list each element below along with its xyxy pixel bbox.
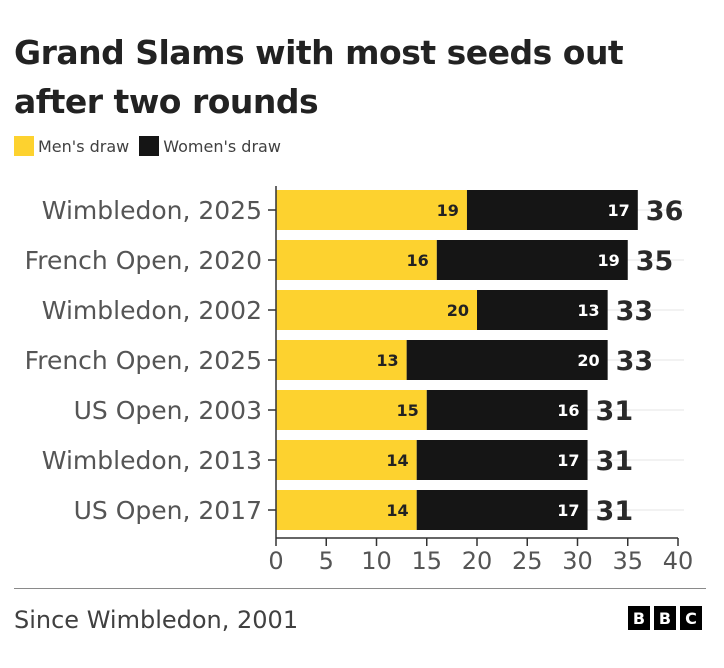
bar-value-women: 13 [577,301,599,320]
legend-swatch-women [139,136,160,156]
legend: Men's draw Women's draw [14,136,291,156]
bar-value-men: 20 [447,301,469,320]
legend-label-women: Women's draw [163,136,281,156]
bbc-logo: B B C [628,606,702,630]
total-label: 33 [616,296,654,327]
x-tick-label: 15 [411,547,442,575]
bar-value-men: 14 [386,451,408,470]
total-label: 31 [596,396,634,427]
category-label: US Open, 2017 [74,496,262,525]
bar-value-women: 17 [557,501,579,520]
category-label: Wimbledon, 2013 [42,446,262,475]
bar-men [276,190,467,230]
bar-women [436,240,628,280]
bar-value-women: 17 [608,201,630,220]
bar-value-women: 16 [557,401,579,420]
bar-women [406,340,608,380]
category-label: French Open, 2025 [25,346,262,375]
bar-men [276,340,407,380]
bar-men [276,290,477,330]
bar-women [477,290,608,330]
total-label: 33 [616,346,654,377]
total-label: 35 [636,246,674,277]
x-tick-label: 25 [512,547,543,575]
bar-value-men: 14 [386,501,408,520]
category-label: French Open, 2020 [25,246,262,275]
bar-value-men: 19 [437,201,459,220]
x-tick-label: 30 [562,547,593,575]
legend-item-women: Women's draw [139,136,281,156]
bbc-logo-letter: C [680,606,702,630]
bar-chart: Wimbledon, 2025 French Open, 2020 Wimbledo… [25,186,694,575]
bar-men [276,490,417,530]
footer-divider [14,588,706,589]
total-label: 31 [596,496,634,527]
bbc-logo-letter: B [654,606,676,630]
total-label: 31 [596,446,634,477]
category-label: US Open, 2003 [74,396,262,425]
bar-value-men: 15 [396,401,418,420]
total-label: 36 [646,196,684,227]
x-tick-label: 5 [319,547,334,575]
bar-value-men: 13 [376,351,398,370]
source-note: Since Wimbledon, 2001 [14,606,299,634]
category-label: Wimbledon, 2002 [42,296,262,325]
bar-men [276,240,437,280]
x-tick-label: 20 [462,547,493,575]
bbc-logo-letter: B [628,606,650,630]
x-tick-label: 10 [361,547,392,575]
category-label: Wimbledon, 2025 [42,196,262,225]
bar-men [276,390,427,430]
chart-title: Grand Slams with most seeds out after tw… [14,33,624,121]
bar-women [416,490,588,530]
bar-value-women: 20 [577,351,599,370]
bar-women [466,190,638,230]
bar-value-women: 19 [597,251,619,270]
bar-value-men: 16 [407,251,429,270]
legend-swatch-men [14,136,34,156]
legend-item-men: Men's draw [14,136,129,156]
bar-women [416,440,588,480]
x-tick-label: 0 [268,547,283,575]
x-tick-label: 35 [612,547,643,575]
bar-men [276,440,417,480]
bar-women [426,390,588,430]
bar-value-women: 17 [557,451,579,470]
legend-label-men: Men's draw [38,136,130,156]
x-tick-label: 40 [663,547,694,575]
